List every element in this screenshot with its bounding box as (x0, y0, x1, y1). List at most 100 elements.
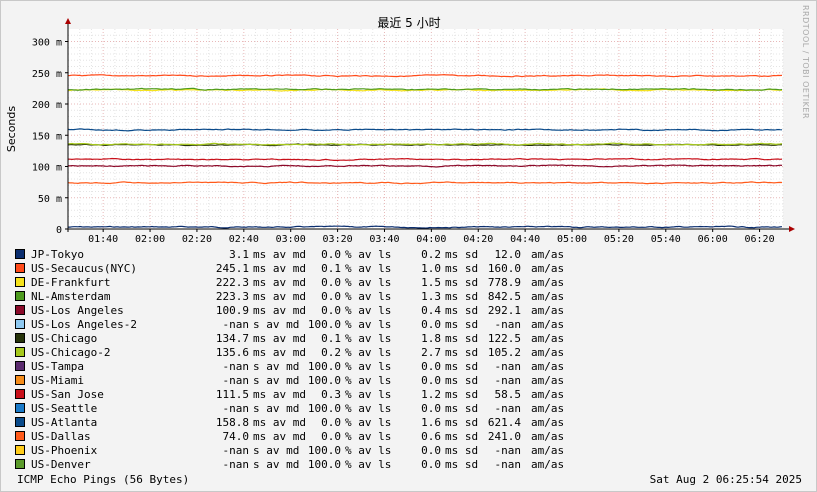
legend-sd: 1.3 (421, 289, 441, 303)
legend-amas: -nan (494, 359, 522, 373)
x-tick-label: 05:20 (604, 234, 634, 245)
legend-avg: -nan (222, 443, 250, 457)
legend-loss-unit: % av ls (345, 359, 392, 373)
y-tick-label: 0 (56, 225, 62, 236)
legend-avg-unit: ms av md (253, 303, 306, 317)
legend-avg-unit: ms av md (253, 387, 306, 401)
legend-loss-unit: % av ls (345, 429, 392, 443)
legend-avg: 158.8 (215, 415, 249, 429)
x-tick-label: 01:40 (88, 234, 118, 245)
rrdtool-credit: RRDTOOL / TOBI OETIKER (801, 5, 810, 120)
legend-avg: 134.7 (215, 331, 249, 345)
legend-avg-unit: ms av md (253, 289, 306, 303)
x-tick-label: 03:40 (369, 234, 399, 245)
legend-sd: 1.8 (421, 331, 441, 345)
legend-swatch (15, 445, 25, 455)
y-tick-label: 150 m (32, 131, 62, 142)
y-axis-label: Seconds (5, 106, 18, 152)
legend-name: US-Tampa (31, 359, 84, 373)
legend-name: US-Seattle (31, 401, 98, 415)
legend-sd-unit: ms sd (445, 457, 479, 471)
legend-avg: 245.1 (215, 261, 249, 275)
legend-swatch (15, 389, 25, 399)
legend-avg: 3.1 (229, 247, 249, 261)
legend-entry: US-Chicago 134.7 ms av md 0.1 % av ls 1.8 ms s… (15, 331, 615, 345)
legend-avg: 111.5 (215, 387, 249, 401)
x-tick-label: 06:20 (745, 234, 775, 245)
series-line (67, 181, 783, 185)
legend-avg-unit: ms av md (253, 429, 306, 443)
legend-avg-unit: ms av md (253, 275, 306, 289)
legend-name: US-Dallas (31, 429, 91, 443)
legend-amas: 12.0 (494, 247, 522, 261)
y-tick-label: 300 m (32, 38, 62, 49)
legend-loss-unit: % av ls (345, 457, 392, 471)
y-tick-label: 200 m (32, 100, 62, 111)
legend-amas: 105.2 (487, 345, 521, 359)
legend-entry: US-Dallas 74.0 ms av md 0.0 % av ls 0.6 ms sd 2… (15, 429, 615, 443)
legend-sd: 0.0 (421, 373, 441, 387)
legend-avg-unit: ms av md (253, 345, 306, 359)
legend-sd: 1.2 (421, 387, 441, 401)
legend-entry: DE-Frankfurt 222.3 ms av md 0.0 % av ls 1.5 ms… (15, 275, 615, 289)
legend-entry: US-Seattle -nan s av md 100.0% av ls 0.0 ms s… (15, 401, 615, 415)
legend-sd-unit: ms sd (445, 261, 479, 275)
legend-entry: US-Miami -nan s av md 100.0% av ls 0.0 ms sd -… (15, 373, 615, 387)
axis-layer: 0 50 m 100 m 150 m 200 m 250 m 300 m 01:40 02:00… (32, 18, 795, 245)
series-line (67, 164, 783, 168)
legend-sd-unit: ms sd (445, 359, 479, 373)
legend-name: US-Miami (31, 373, 84, 387)
legend-sd-unit: ms sd (445, 247, 479, 261)
series-line (67, 157, 783, 162)
legend-swatch (15, 361, 25, 371)
legend-loss: 100.0 (307, 373, 341, 387)
series-layer (67, 73, 783, 229)
legend-sd-unit: ms sd (445, 317, 479, 331)
legend-amas: -nan (494, 443, 522, 457)
legend-loss: 0.2 (321, 345, 341, 359)
legend-sd: 0.0 (421, 443, 441, 457)
legend-name: US-Secaucus(NYC) (31, 261, 137, 275)
legend-amas-unit: am/as (531, 401, 565, 415)
chart-title: 最近 5 小时 (377, 16, 440, 30)
legend-amas-unit: am/as (531, 429, 565, 443)
legend-name: US-Los Angeles-2 (31, 317, 137, 331)
legend-name: US-Chicago-2 (31, 345, 111, 359)
legend-amas-unit: am/as (531, 303, 565, 317)
series-line (67, 88, 782, 92)
legend-loss-unit: % av ls (345, 317, 392, 331)
legend-loss-unit: % av ls (345, 275, 392, 289)
legend-entry: US-Denver -nan s av md 100.0% av ls 0.0 ms sd… (15, 457, 615, 471)
footer-timestamp: Sat Aug 2 06:25:54 2025 (649, 473, 802, 486)
legend-amas: 842.5 (487, 289, 521, 303)
legend-name: US-Phoenix (31, 443, 98, 457)
x-tick-label: 06:00 (698, 234, 728, 245)
legend-entry: US-Los Angeles 100.9 ms av md 0.0 % av ls 0.4… (15, 303, 615, 317)
legend-sd: 0.0 (421, 359, 441, 373)
y-tick-label: 250 m (32, 69, 62, 80)
legend-sd: 0.2 (421, 247, 441, 261)
legend-amas: 292.1 (487, 303, 521, 317)
legend-sd: 1.0 (421, 261, 441, 275)
legend-sd: 0.0 (421, 401, 441, 415)
legend-entry: US-Los Angeles-2 -nan s av md 100.0% av ls 0… (15, 317, 615, 331)
legend-loss: 0.0 (321, 303, 341, 317)
legend-sd: 0.0 (421, 457, 441, 471)
legend-loss-unit: % av ls (345, 289, 392, 303)
y-axis-arrow (65, 18, 71, 24)
legend-sd-unit: ms sd (445, 443, 479, 457)
legend-amas: 160.0 (487, 261, 521, 275)
legend-loss-unit: % av ls (345, 415, 392, 429)
legend-entry: US-Atlanta 158.8 ms av md 0.0 % av ls 1.6 ms s… (15, 415, 615, 429)
legend-sd-unit: ms sd (445, 429, 479, 443)
x-tick-label: 04:20 (463, 234, 493, 245)
legend-avg-unit: s av md (253, 373, 300, 387)
legend-sd-unit: ms sd (445, 303, 479, 317)
legend-entry: US-Secaucus(NYC) 245.1 ms av md 0.1 % av ls 1… (15, 261, 615, 275)
legend-sd-unit: ms sd (445, 331, 479, 345)
legend-amas: 122.5 (487, 331, 521, 345)
legend-name: JP-Tokyo (31, 247, 84, 261)
x-tick-label: 03:20 (323, 234, 353, 245)
x-tick-label: 03:00 (276, 234, 306, 245)
